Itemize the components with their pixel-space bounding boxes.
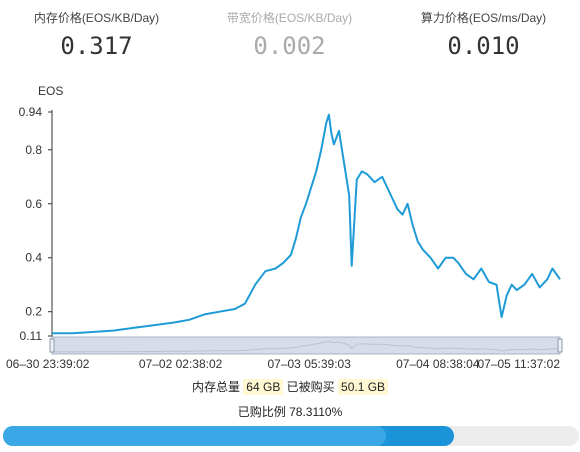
bought-progress-fill bbox=[3, 426, 455, 446]
ram-price-line bbox=[52, 113, 561, 335]
y-tick-label: 0.94 bbox=[19, 105, 43, 119]
y-tick-label: 0.4 bbox=[25, 251, 42, 265]
bought-memory-label: 已被购买 bbox=[286, 380, 335, 394]
bought-progress-fill-highlight bbox=[3, 426, 387, 446]
memory-price-label: 内存价格(EOS/KB/Day) bbox=[33, 11, 160, 25]
x-tick-label: 07–05 11:37:02 bbox=[477, 357, 560, 370]
cpu-price: 算力价格(EOS/ms/Day) 0.010 bbox=[387, 0, 580, 60]
x-tick-label: 07–03 05:39:03 bbox=[267, 357, 351, 370]
bought-ratio-label: 已购比例 bbox=[237, 405, 286, 419]
y-tick-label: 0.11 bbox=[20, 329, 43, 343]
bought-ratio-value: 78.3110% bbox=[289, 405, 343, 419]
bandwidth-price-label: 带宽价格(EOS/KB/Day) bbox=[226, 11, 353, 25]
bought-memory-value: 50.1 GB bbox=[338, 379, 389, 395]
memory-price-value: 0.317 bbox=[60, 32, 133, 60]
ram-price-chart: EOS 0.94 0.8 0.6 0.4 0.2 0.11 06–30 23:39:02 07–… bbox=[6, 84, 563, 370]
zoom-handle-left bbox=[49, 338, 55, 353]
x-tick-label: 07–02 02:38:02 bbox=[139, 357, 223, 370]
zoom-handle-right bbox=[557, 338, 563, 353]
memory-price: 内存价格(EOS/KB/Day) 0.317 bbox=[0, 0, 193, 60]
bandwidth-price: 带宽价格(EOS/KB/Day) 0.002 bbox=[193, 0, 386, 60]
cpu-price-value: 0.010 bbox=[447, 32, 520, 60]
y-tick-label: 0.6 bbox=[25, 197, 42, 211]
bought-ratio: 已购比例 78.3110% bbox=[0, 403, 580, 420]
y-tick-label: 0.8 bbox=[25, 143, 42, 157]
y-tick-label: 0.2 bbox=[25, 305, 42, 319]
cpu-price-label: 算力价格(EOS/ms/Day) bbox=[420, 11, 547, 25]
bandwidth-price-value: 0.002 bbox=[253, 32, 326, 60]
x-tick-label: 06–30 23:39:02 bbox=[6, 357, 90, 370]
bought-progress-bar bbox=[3, 426, 579, 446]
total-memory-value: 64 GB bbox=[243, 379, 284, 395]
y-axis-label: EOS bbox=[38, 84, 63, 98]
total-memory-label: 内存总量 bbox=[191, 380, 240, 394]
memory-stats: 内存总量 64 GB 已被购买 50.1 GB bbox=[0, 378, 580, 395]
price-row: 内存价格(EOS/KB/Day) 0.317 带宽价格(EOS/KB/Day) … bbox=[0, 0, 580, 64]
x-tick-label: 07–04 08:38:04 bbox=[396, 357, 480, 370]
zoom-slider-preview bbox=[52, 340, 561, 353]
